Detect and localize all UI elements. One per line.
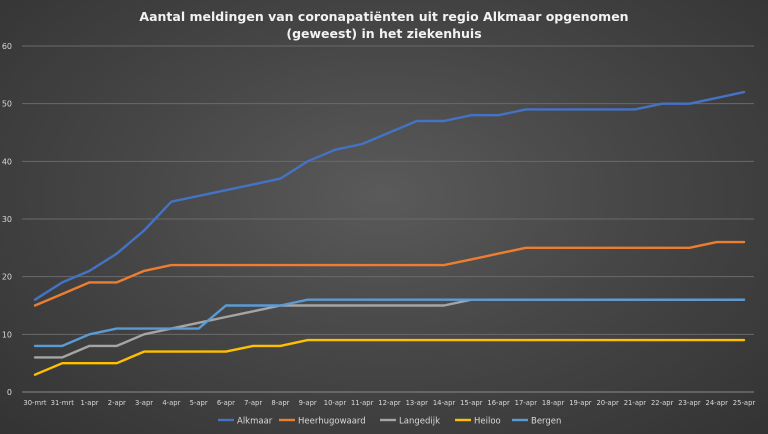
x-tick-label: 2-apr: [108, 399, 126, 407]
x-tick-label: 4-apr: [162, 399, 180, 407]
y-tick-label: 50: [2, 100, 12, 109]
y-tick-label: 60: [2, 42, 12, 51]
x-tick-label: 25-apr: [733, 399, 756, 407]
y-tick-label: 10: [2, 330, 12, 339]
x-tick-label: 7-apr: [244, 399, 262, 407]
legend-label: Heerhugowaard: [298, 417, 366, 427]
legend-label: Langedijk: [399, 417, 440, 427]
legend-label: Alkmaar: [237, 417, 273, 427]
series-lines: [33, 90, 746, 376]
x-tick-label: 20-apr: [596, 399, 619, 407]
x-tick-label: 5-apr: [190, 399, 208, 407]
x-tick-label: 22-apr: [651, 399, 674, 407]
x-tick-label: 14-apr: [433, 399, 456, 407]
x-tick-label: 16-apr: [487, 399, 510, 407]
legend-label: Heiloo: [474, 417, 501, 427]
x-tick-label: 24-apr: [706, 399, 729, 407]
legend: Alkmaar Heerhugowaard Langedijk Heiloo Berge…: [218, 417, 561, 427]
x-tick-label: 13-apr: [406, 399, 429, 407]
x-tick-label: 8-apr: [271, 399, 289, 407]
y-tick-label: 30: [2, 215, 12, 224]
x-tick-label: 15-apr: [460, 399, 483, 407]
chart-title-line: Aantal meldingen van coronapatiënten uit…: [139, 9, 628, 24]
x-tick-label: 1-apr: [81, 399, 99, 407]
x-tick-label: 30-mrt: [23, 399, 47, 407]
y-tick-label: 20: [2, 273, 12, 282]
x-axis-ticks: 30-mrt 31-mrt 1-apr 2-apr 3-apr 4-apr 5-apr 6-a…: [23, 399, 755, 407]
series-line-alkmaar: [33, 90, 746, 301]
y-axis-ticks: 0 10 20 30 40 50 60: [2, 42, 12, 397]
series-line-bergen: [33, 298, 746, 348]
x-tick-label: 31-mrt: [51, 399, 75, 407]
x-tick-label: 21-apr: [624, 399, 647, 407]
x-tick-label: 23-apr: [678, 399, 701, 407]
x-tick-label: 9-apr: [299, 399, 317, 407]
chart-title-line: (geweest) in het ziekenhuis: [286, 26, 481, 41]
x-tick-label: 11-apr: [351, 399, 374, 407]
x-tick-label: 6-apr: [217, 399, 235, 407]
series-line-heerhugowaard: [33, 240, 746, 307]
x-tick-label: 10-apr: [324, 399, 347, 407]
y-tick-label: 40: [2, 157, 12, 166]
legend-label: Bergen: [531, 417, 561, 427]
y-tick-label: 0: [7, 388, 12, 397]
x-tick-label: 12-apr: [378, 399, 401, 407]
x-tick-label: 19-apr: [569, 399, 592, 407]
chart-title: Aantal meldingen van coronapatiënten uit…: [139, 9, 628, 41]
x-tick-label: 17-apr: [515, 399, 538, 407]
x-tick-label: 3-apr: [135, 399, 153, 407]
series-line-heiloo: [33, 338, 746, 376]
x-tick-label: 18-apr: [542, 399, 565, 407]
